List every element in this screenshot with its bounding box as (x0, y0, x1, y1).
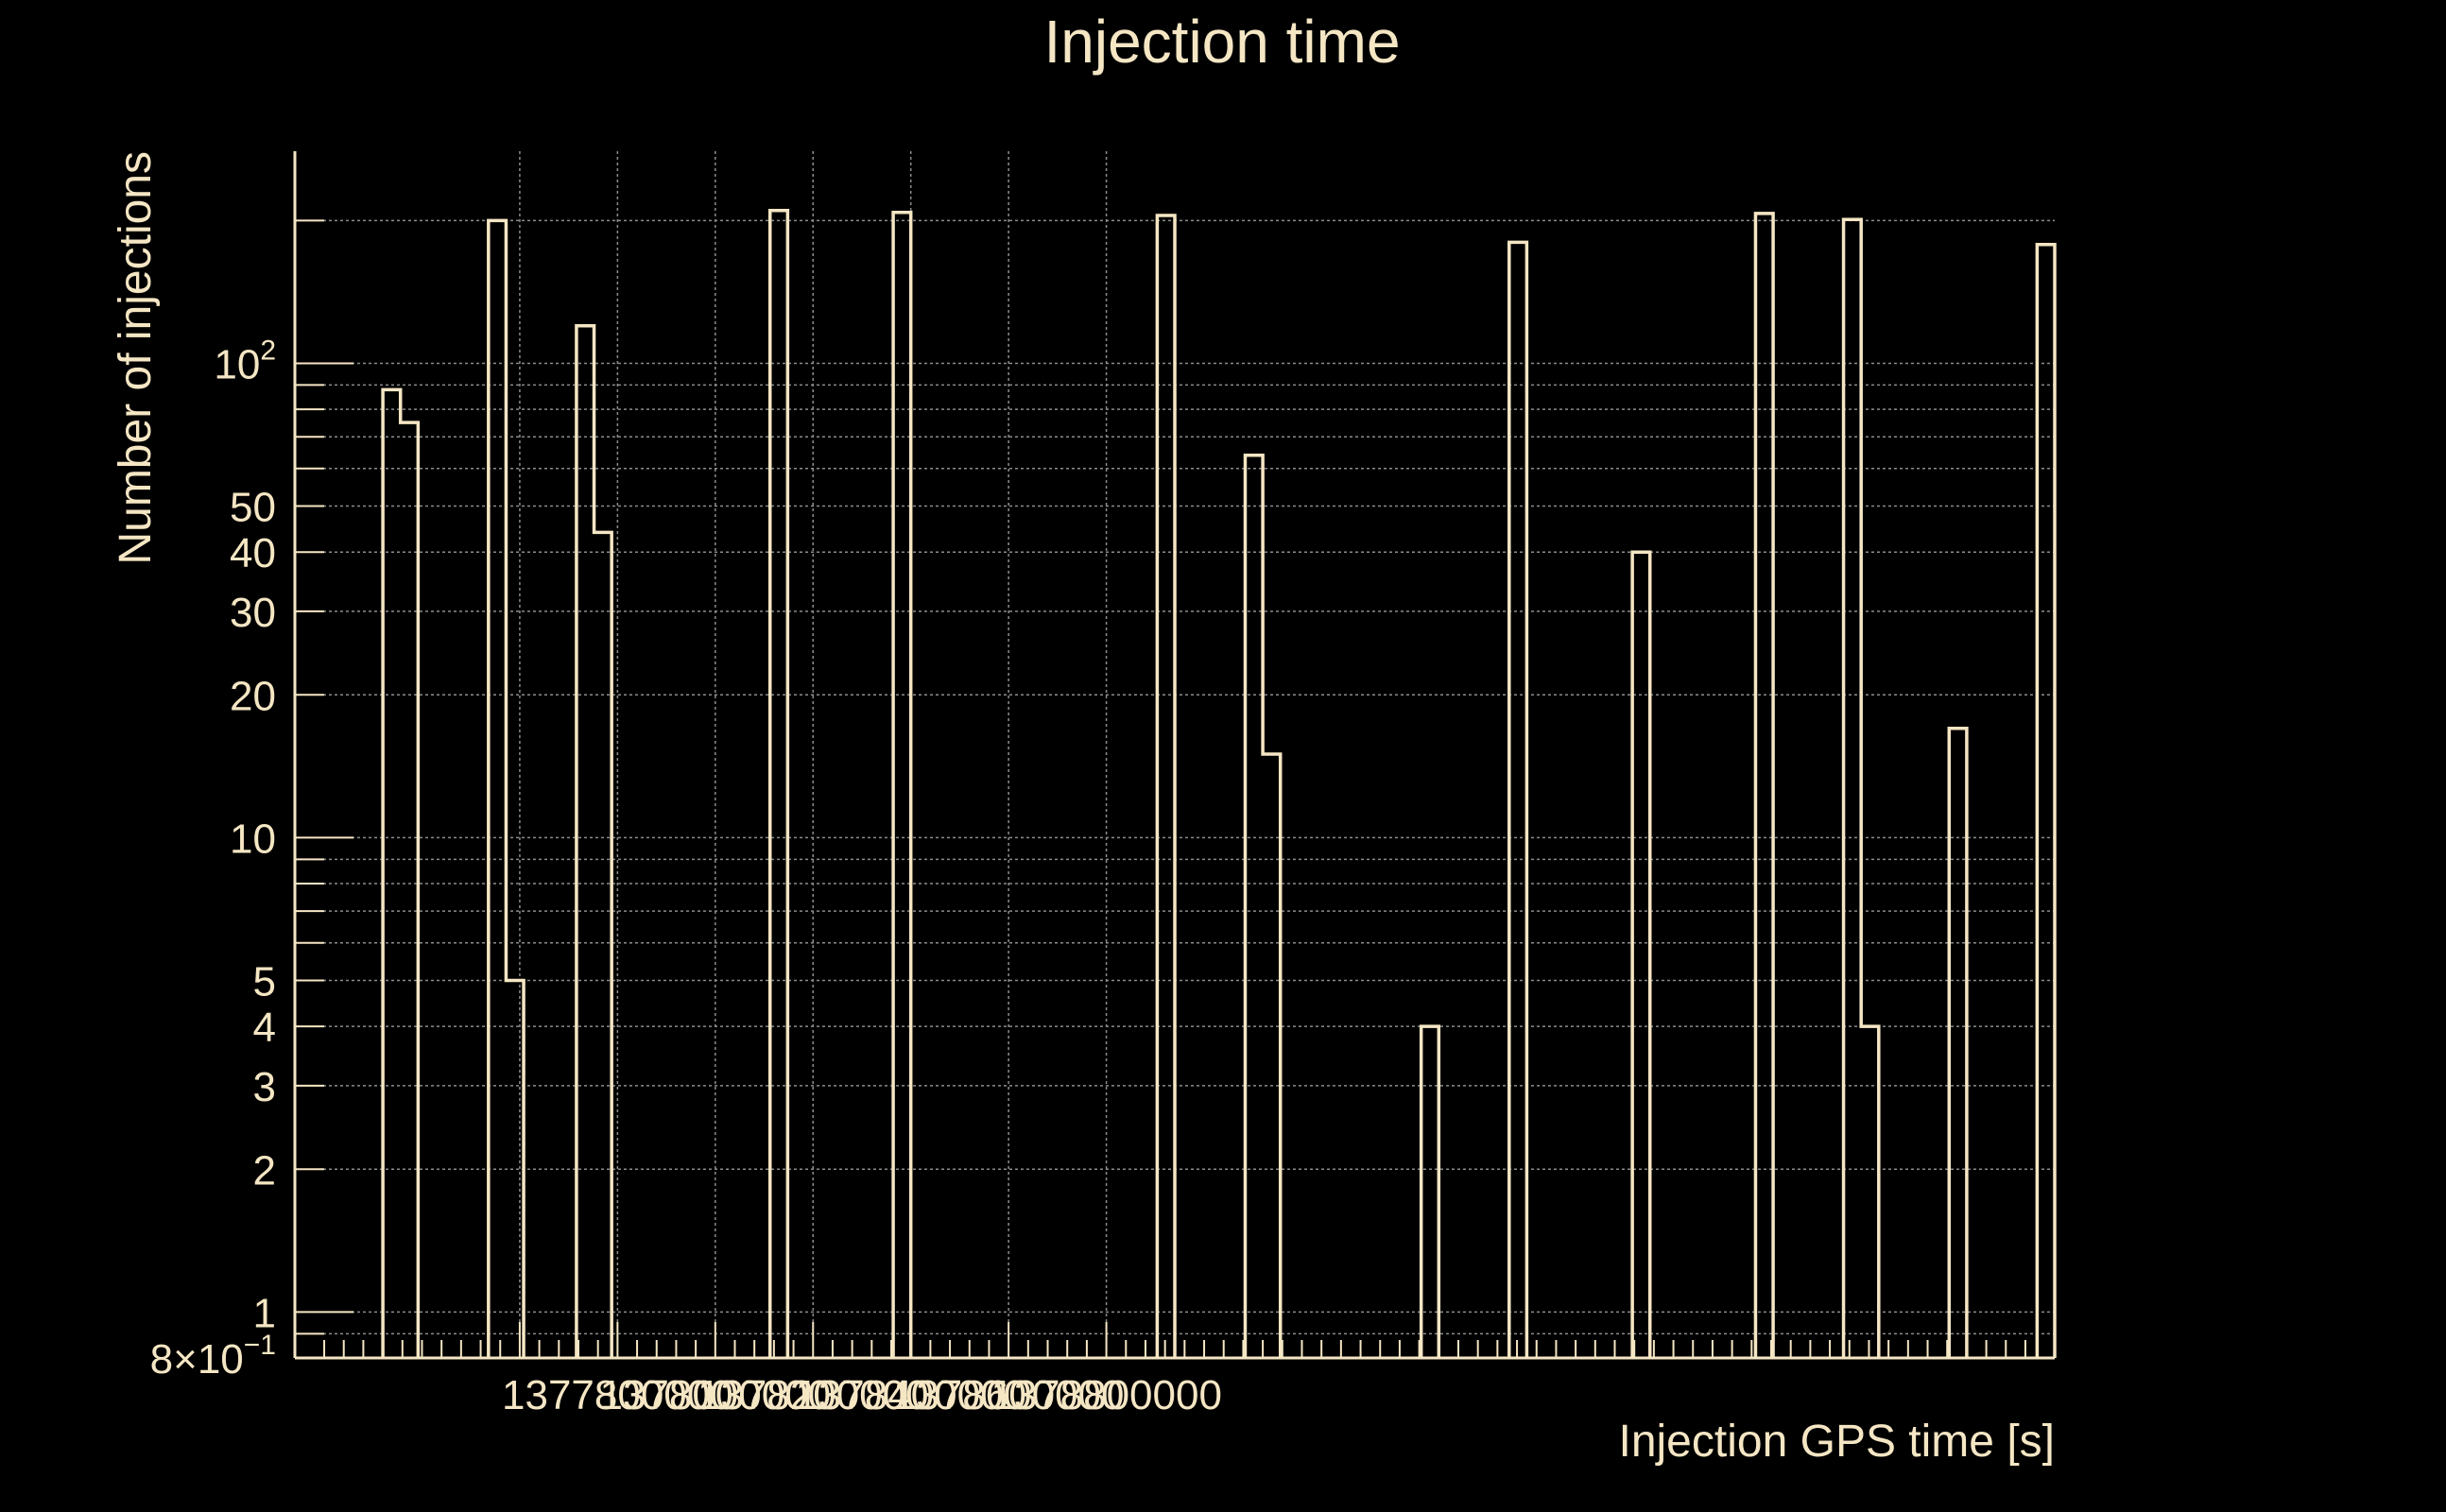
y-tick-label: 10 (230, 816, 276, 862)
y-tick-label: 3 (253, 1064, 276, 1110)
y-tick-label: 30 (230, 590, 276, 636)
x-axis-label: Injection GPS time [s] (1618, 1417, 2055, 1467)
x-tick-label: 1377800000 (502, 1372, 733, 1418)
y-tick-label: 1 (253, 1290, 276, 1336)
histogram-bar (1419, 1024, 1441, 1358)
y-tick-label: 8×10−1 (150, 1330, 276, 1383)
histogram-bars (381, 208, 2057, 1358)
histogram-bar (2035, 243, 2057, 1358)
histogram-bar (1243, 453, 1283, 1358)
histogram-bar (1947, 726, 1969, 1358)
y-axis-label: Number of injections (111, 151, 161, 565)
histogram-bar (1507, 240, 1529, 1358)
histogram-bar (1155, 214, 1177, 1358)
x-tick-label: 1378800000 (990, 1372, 1222, 1418)
y-tick-label: 2 (253, 1147, 276, 1194)
y-tick-label: 5 (253, 959, 276, 1005)
y-tick-label: 102 (214, 335, 276, 387)
chart-title: Injection time (1043, 8, 1400, 76)
histogram-bar (1841, 217, 1881, 1358)
x-tick-label: 1378200000 (698, 1372, 929, 1418)
histogram-bar (575, 323, 613, 1358)
y-tick-label: 50 (230, 485, 276, 531)
y-tick-label: 40 (230, 530, 276, 576)
histogram-bar (891, 211, 913, 1358)
histogram-bar (1630, 550, 1652, 1358)
histogram-bar (381, 387, 421, 1358)
x-tick-label: 1378600000 (893, 1372, 1125, 1418)
x-tick-label: 1378000000 (599, 1372, 831, 1418)
y-tick-label: 20 (230, 673, 276, 719)
y-tick-label: 4 (253, 1005, 276, 1051)
x-tick-label: 1378400000 (795, 1372, 1026, 1418)
histogram-bar (1753, 212, 1775, 1358)
histogram-bar (767, 208, 790, 1358)
histogram-bar (487, 218, 525, 1358)
